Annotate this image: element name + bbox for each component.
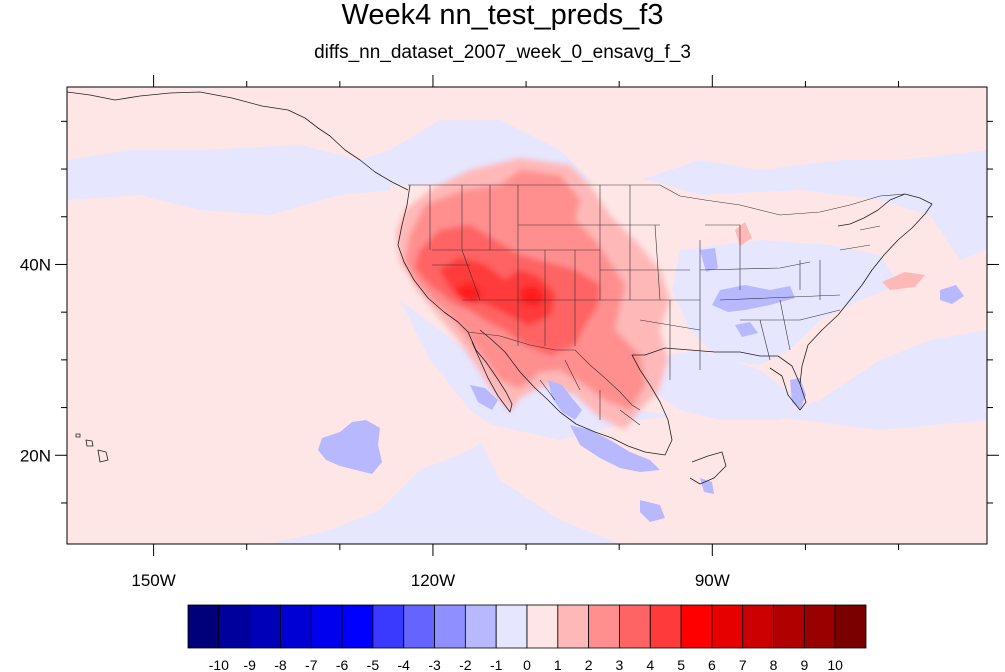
colorbar-swatch	[218, 604, 251, 649]
colorbar-swatch	[588, 604, 620, 649]
coastline-us-west	[397, 184, 469, 333]
coastline-mexico-west	[479, 329, 666, 456]
coastline-us-east	[799, 193, 933, 385]
colorbar-swatch	[803, 604, 836, 649]
border-state-lines-central	[600, 185, 701, 380]
plot-frame	[66, 86, 988, 545]
cool-patch-baja	[470, 385, 498, 410]
cool-patch-yucatan	[700, 478, 714, 494]
colorbar-label: 2	[585, 657, 593, 672]
axis-ticks	[55, 75, 999, 556]
warm-region-4	[440, 258, 555, 325]
colorbar-label: 7	[739, 657, 747, 672]
colorbar-label: -3	[428, 657, 441, 672]
colorbar-swatch	[372, 604, 405, 649]
cool-patch-pacific	[318, 420, 382, 474]
colorbar-swatch	[249, 604, 281, 649]
cool-region-gulf	[640, 350, 800, 420]
warm-region-dakota	[540, 188, 575, 215]
colorbar-label: -6	[336, 657, 349, 672]
colorbar-swatch	[711, 604, 744, 649]
border-mexico-states	[539, 359, 641, 426]
border-us-mexico	[467, 331, 641, 411]
colorbar-swatch	[187, 604, 220, 649]
cool-patch-mexico-2	[570, 425, 660, 472]
x-tick-label: 90W	[695, 571, 730, 590]
axis-tick-labels: 150W 120W 90W 40N 20N	[20, 255, 730, 590]
colorbar	[187, 604, 867, 649]
colorbar-label: 6	[708, 657, 716, 672]
colorbar-swatch	[280, 604, 312, 649]
map-subtitle: diffs_nn_dataset_2007_week_0_ensavg_f_3	[314, 42, 691, 63]
coastline-gulf	[631, 347, 807, 456]
colorbar-swatch	[619, 604, 651, 649]
cool-patch-central-america	[640, 500, 665, 522]
cool-patch-tennessee	[735, 322, 758, 337]
colorbar-swatch	[649, 604, 682, 649]
cool-patch-illinois	[700, 248, 718, 272]
warm-region-atlantic	[882, 272, 925, 290]
border-state-lines-west	[429, 185, 660, 346]
colorbar-label: 4	[646, 657, 654, 672]
cool-patch-atlantic	[940, 285, 964, 304]
anomaly-field	[67, 87, 987, 544]
colorbar-swatch	[434, 604, 466, 649]
coastline-hawaii-3	[75, 433, 81, 438]
warm-region-core	[455, 283, 482, 302]
y-tick-label: 40N	[20, 255, 51, 274]
coastline-hawaii-2	[85, 439, 94, 447]
colorbar-labels: -10 -9 -8 -7 -6 -5 -4 -3 -2 -1 0 1 2 3 4 5 6 7 8 9 10	[209, 657, 843, 672]
colorbar-label: -2	[459, 657, 472, 672]
colorbar-label: -8	[274, 657, 287, 672]
coastline-baja	[467, 331, 513, 413]
colorbar-label: 1	[554, 657, 562, 672]
colorbar-swatch	[680, 604, 713, 649]
colorbar-label: -4	[398, 657, 411, 672]
border-state-lines-east	[699, 224, 881, 361]
colorbar-label: -5	[367, 657, 380, 672]
border-us-canada	[408, 184, 906, 216]
colorbar-label: 3	[616, 657, 624, 672]
colorbar-label: 9	[800, 657, 808, 672]
x-tick-label: 150W	[131, 571, 175, 590]
colorbar-swatch	[341, 604, 374, 649]
coastline-canada-east	[837, 193, 906, 227]
warm-region-ne	[735, 222, 752, 246]
colorbar-label: 0	[523, 657, 531, 672]
colorbar-label: -9	[243, 657, 256, 672]
colorbar-swatch	[495, 604, 528, 649]
colorbar-swatch	[742, 604, 774, 649]
colorbar-swatch	[403, 604, 435, 649]
colorbar-label: -10	[209, 657, 229, 672]
colorbar-label: 8	[770, 657, 778, 672]
weak-warm-region-north	[67, 87, 987, 190]
cool-region-eastern-us	[672, 240, 900, 365]
state-borders	[408, 184, 906, 426]
map-title: Week4 nn_test_preds_f3	[341, 0, 664, 31]
cool-patch-mexico-1	[548, 380, 582, 420]
colorbar-swatch	[310, 604, 343, 649]
colorbar-label: -7	[305, 657, 318, 672]
warm-region-core-2	[520, 286, 545, 306]
colorbar-swatch	[464, 604, 497, 649]
colorbar-swatch	[557, 604, 590, 649]
coastline-yucatan	[689, 451, 727, 485]
colorbar-label: -1	[490, 657, 503, 672]
colorbar-label: 5	[677, 657, 685, 672]
coastline-alaska	[67, 91, 409, 191]
x-tick-label: 120W	[411, 571, 455, 590]
coastlines	[67, 91, 933, 485]
y-tick-label: 20N	[20, 446, 51, 465]
weak-warm-region-pacific	[67, 190, 500, 544]
colorbar-swatch	[773, 604, 805, 649]
colorbar-swatch	[834, 604, 867, 649]
coastline-hawaii-1	[97, 449, 109, 463]
colorbar-label: 10	[827, 657, 843, 672]
colorbar-swatch	[526, 604, 559, 649]
